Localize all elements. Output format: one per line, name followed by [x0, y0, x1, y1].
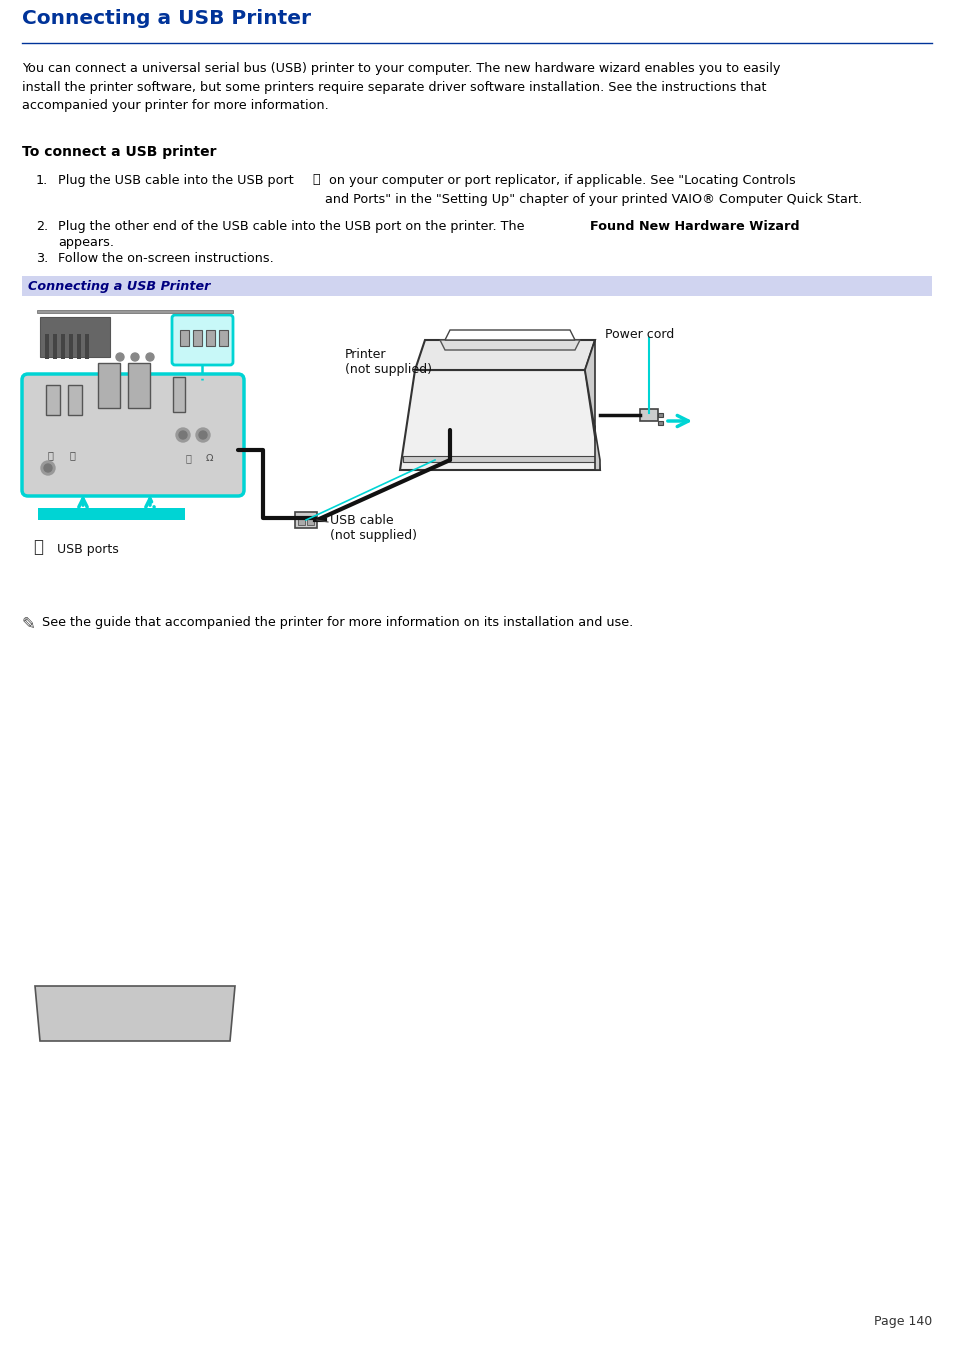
Bar	[639, 409, 658, 422]
Text: Plug the other end of the USB cable into the USB port on the printer. The: Plug the other end of the USB cable into…	[58, 220, 528, 232]
Text: ⯐: ⯐	[69, 450, 75, 459]
Circle shape	[41, 461, 55, 476]
Text: USB ports: USB ports	[57, 543, 119, 557]
Bar	[294, 512, 316, 528]
Bar	[193, 330, 202, 346]
Bar	[68, 385, 82, 415]
Circle shape	[175, 428, 190, 442]
Circle shape	[199, 431, 207, 439]
Bar	[206, 330, 214, 346]
Bar	[85, 334, 89, 359]
Polygon shape	[415, 340, 595, 370]
Circle shape	[146, 353, 153, 361]
Text: Power cord: Power cord	[604, 328, 674, 340]
Bar	[40, 317, 110, 357]
Text: Found New Hardware Wizard: Found New Hardware Wizard	[589, 220, 799, 232]
Text: ⯐: ⯐	[47, 450, 52, 459]
Bar	[77, 334, 81, 359]
Bar	[307, 516, 314, 526]
Text: appears.: appears.	[58, 236, 113, 249]
Text: 3.: 3.	[36, 253, 49, 265]
FancyBboxPatch shape	[22, 374, 244, 496]
Polygon shape	[584, 340, 599, 470]
Text: To connect a USB printer: To connect a USB printer	[22, 145, 216, 159]
Circle shape	[179, 431, 187, 439]
Circle shape	[195, 428, 210, 442]
Polygon shape	[35, 986, 234, 1042]
Text: 1.: 1.	[36, 174, 49, 186]
Bar	[22, 276, 931, 296]
Text: ⯐: ⯐	[312, 173, 319, 186]
Bar	[180, 330, 189, 346]
Text: Ω: Ω	[206, 453, 213, 463]
Text: You can connect a universal serial bus (USB) printer to your computer. The new h: You can connect a universal serial bus (…	[22, 62, 780, 112]
Bar	[128, 363, 150, 408]
Text: 2.: 2.	[36, 220, 48, 232]
Polygon shape	[444, 330, 575, 340]
Bar	[219, 330, 228, 346]
Text: USB cable
(not supplied): USB cable (not supplied)	[330, 513, 416, 542]
Circle shape	[44, 463, 52, 471]
Bar	[172, 377, 185, 412]
Bar	[45, 334, 49, 359]
Bar	[46, 385, 60, 415]
Text: Connecting a USB Printer: Connecting a USB Printer	[28, 280, 211, 293]
Text: Connecting a USB Printer: Connecting a USB Printer	[22, 9, 311, 28]
Text: Follow the on-screen instructions.: Follow the on-screen instructions.	[58, 253, 274, 265]
Text: on your computer or port replicator, if applicable. See "Locating Controls
and P: on your computer or port replicator, if …	[325, 174, 862, 205]
Bar	[402, 457, 597, 462]
Polygon shape	[399, 370, 599, 470]
Text: ⯐: ⯐	[33, 538, 43, 557]
Bar	[37, 309, 233, 313]
Bar	[658, 413, 662, 417]
Bar	[69, 334, 73, 359]
Text: Printer
(not supplied): Printer (not supplied)	[345, 349, 432, 376]
Bar	[38, 508, 185, 520]
Text: ✎: ✎	[22, 615, 36, 634]
Bar	[53, 334, 57, 359]
Circle shape	[116, 353, 124, 361]
Text: ⫊: ⫊	[186, 453, 192, 463]
FancyBboxPatch shape	[172, 315, 233, 365]
Bar	[658, 422, 662, 426]
Polygon shape	[439, 340, 579, 350]
Bar	[297, 516, 305, 526]
Circle shape	[131, 353, 139, 361]
Text: Plug the USB cable into the USB port: Plug the USB cable into the USB port	[58, 174, 297, 186]
Text: Page 140: Page 140	[873, 1315, 931, 1328]
Bar	[61, 334, 65, 359]
Text: See the guide that accompanied the printer for more information on its installat: See the guide that accompanied the print…	[42, 616, 633, 630]
Bar	[98, 363, 120, 408]
